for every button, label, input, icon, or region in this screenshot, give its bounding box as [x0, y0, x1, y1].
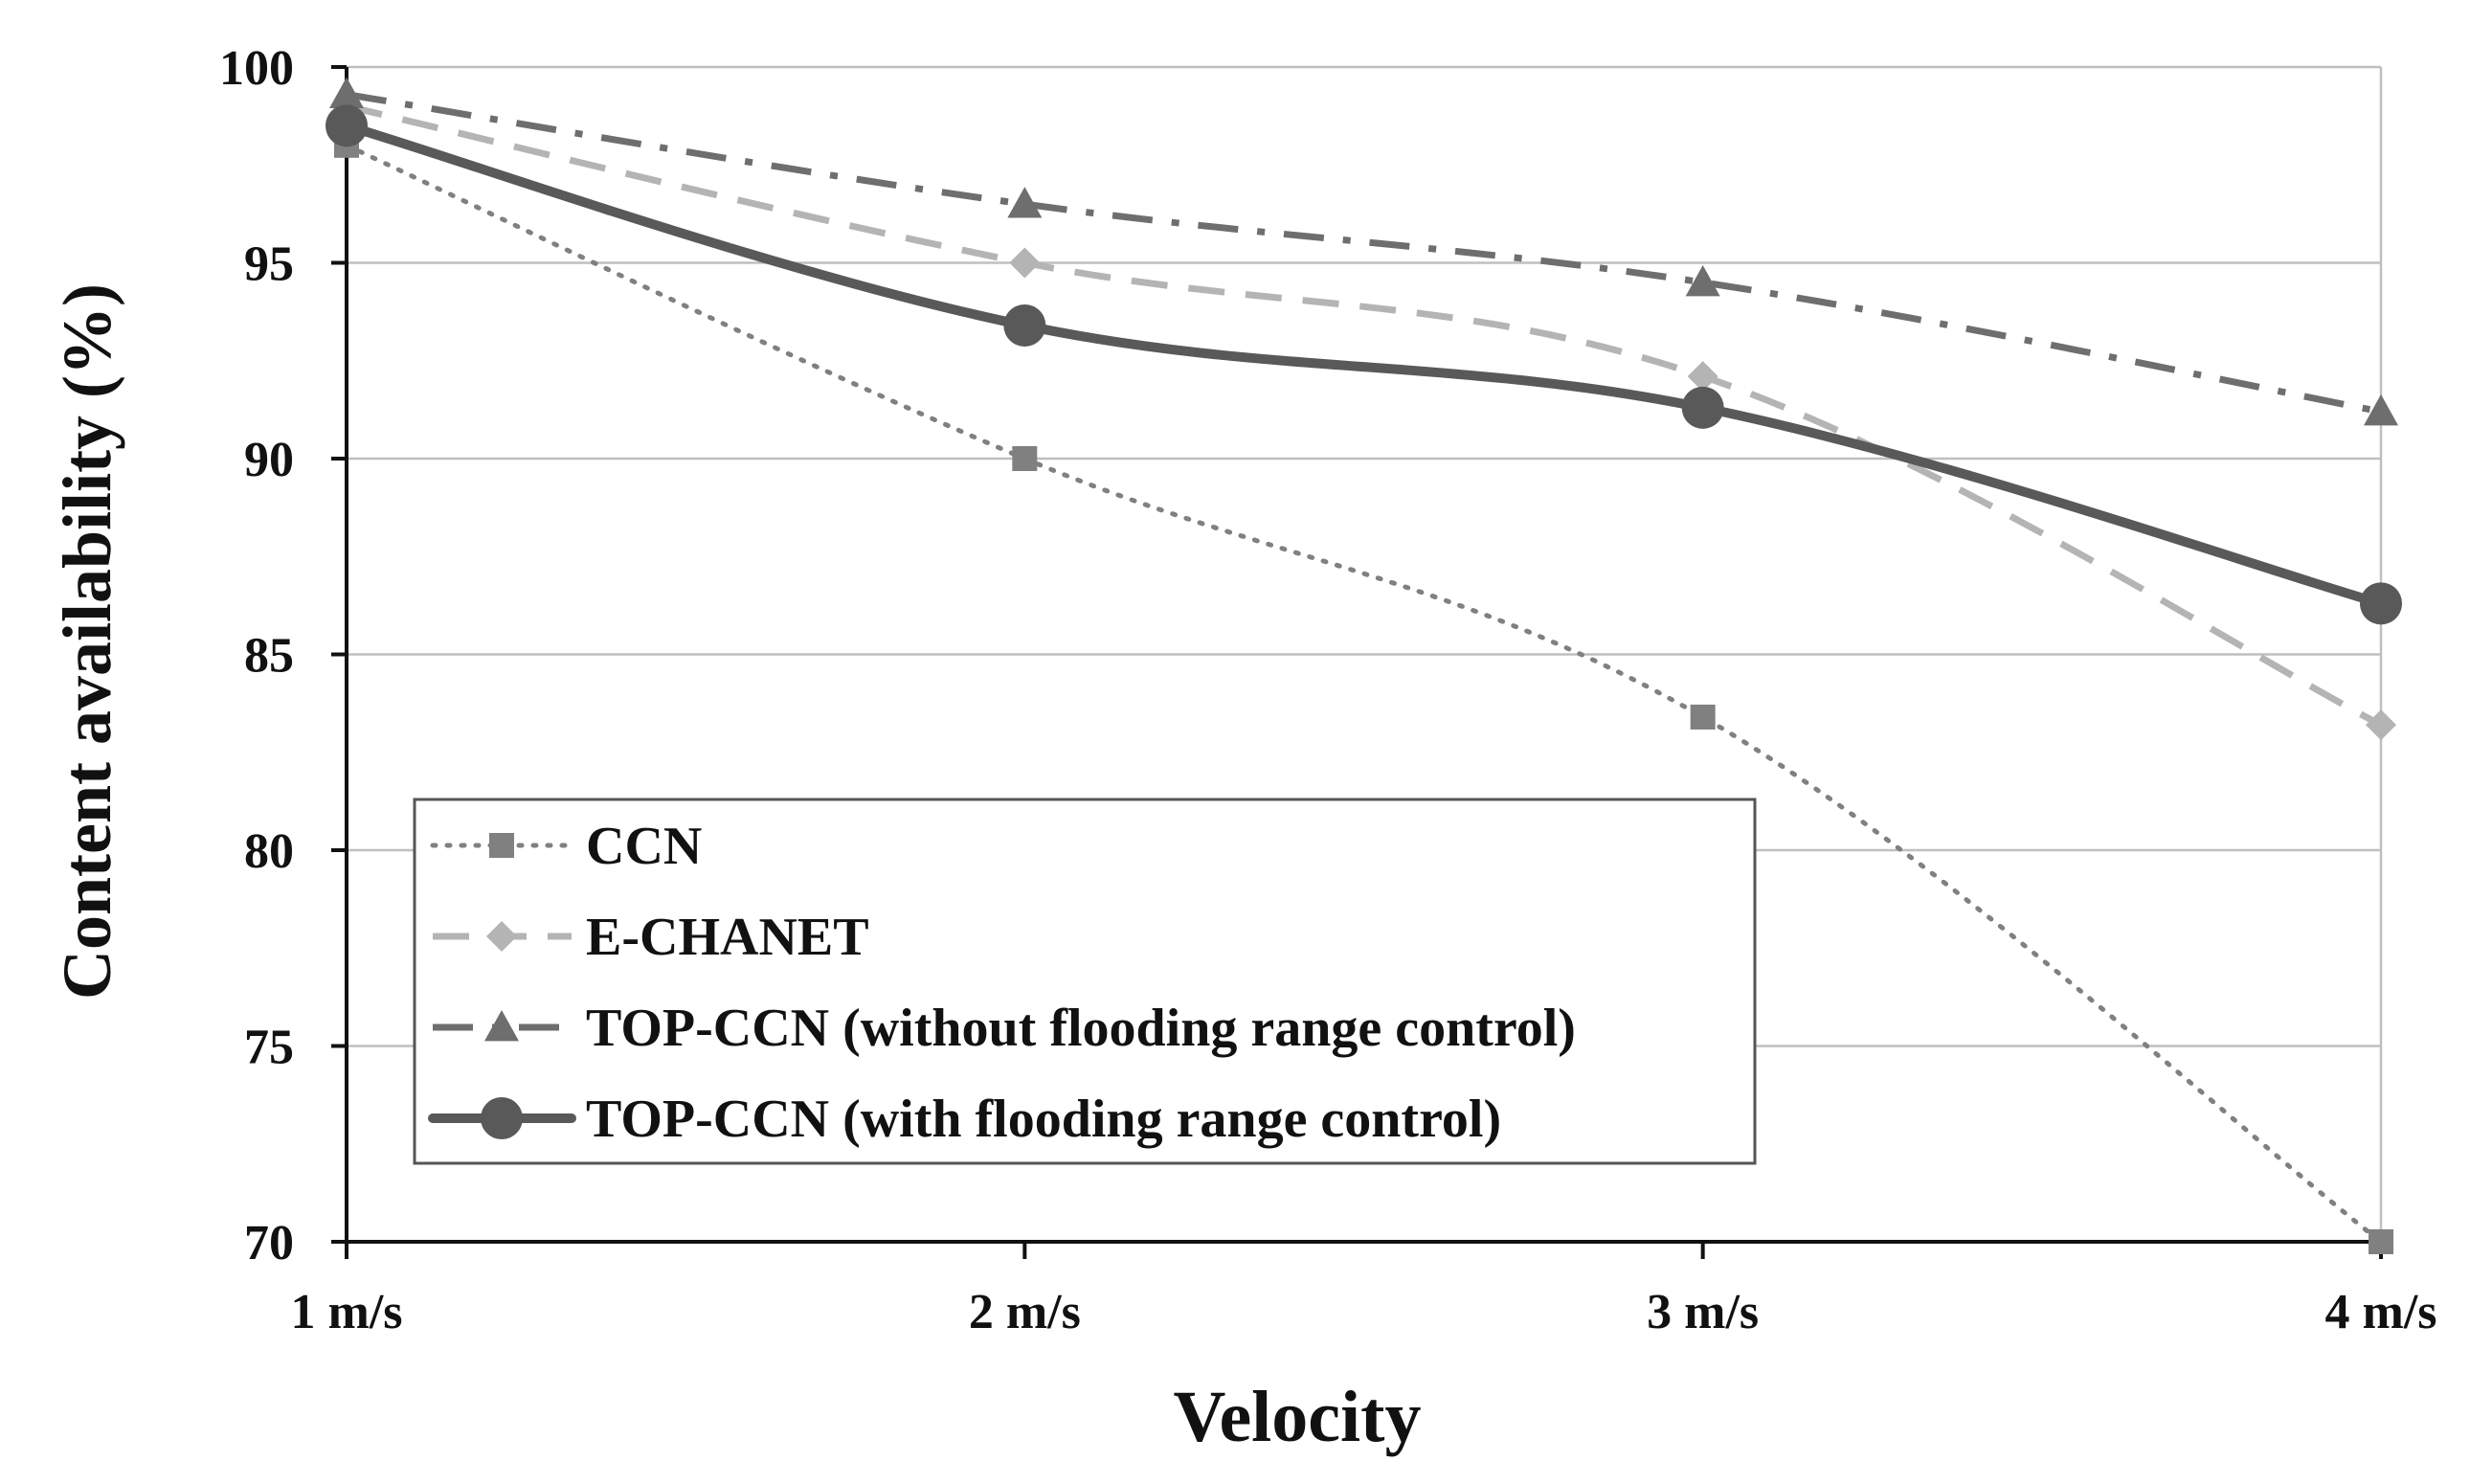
series-3-point-2 [1007, 187, 1043, 218]
legend-marker-1 [489, 833, 514, 858]
legend-box [413, 798, 1757, 1165]
series-1 [334, 132, 2393, 1254]
series-4-line [342, 121, 2386, 609]
series-4-point-2 [1003, 304, 1046, 347]
x-tick-label-1: 1 m/s [291, 1285, 403, 1339]
legend-label-1: CCN [586, 817, 702, 876]
series-2 [331, 90, 2396, 741]
legend-marker-4 [481, 1097, 523, 1139]
y-tick-label-80: 80 [244, 824, 294, 879]
legend-label-3: TOP-CCN (without flooding range control) [586, 999, 1576, 1058]
series-4-point-3 [1681, 386, 1724, 429]
y-tick-label-90: 90 [244, 433, 294, 487]
series-3-line [346, 91, 2382, 416]
x-tick-label-4: 4 m/s [2325, 1285, 2437, 1339]
series-2-line [346, 102, 2383, 729]
y-tick-label-95: 95 [244, 237, 294, 292]
series-3 [329, 77, 2398, 426]
legend-label-2: E-CHANET [586, 908, 869, 967]
y-tick-label-70: 70 [244, 1216, 294, 1270]
series-3-point-1 [329, 77, 364, 109]
legend-marker-2 [486, 921, 517, 952]
x-axis-title: Velocity [1174, 1377, 1422, 1457]
x-tick-label-3: 3 m/s [1647, 1285, 1759, 1339]
series-4 [326, 104, 2402, 625]
series-4-point-4 [2360, 582, 2402, 625]
y-tick-label-85: 85 [244, 629, 294, 684]
series-2-point-2 [1009, 247, 1041, 279]
series-lines [326, 77, 2402, 1254]
x-tick-label-2: 2 m/s [969, 1285, 1081, 1339]
series-1-point-4 [2369, 1229, 2393, 1254]
series-2-point-3 [1687, 361, 1718, 393]
y-axis-title: Content availability (%) [49, 283, 125, 1000]
y-tick-label-75: 75 [244, 1021, 294, 1075]
series-3-point-4 [2364, 393, 2398, 426]
series-4-point-1 [326, 104, 368, 147]
legend-marker-3 [484, 1010, 519, 1042]
series-2-point-4 [2366, 709, 2396, 741]
series-1-line [344, 143, 2384, 1245]
axes: 70 75 80 85 90 95 100 1 m/s 2 m/s 3 m/s 4 m/s [219, 41, 2437, 1339]
series-3-point-3 [1685, 264, 1720, 297]
series-1-point-2 [1012, 446, 1038, 471]
y-tick-label-100: 100 [219, 41, 294, 96]
series-1-point-3 [1690, 704, 1716, 730]
legend-label-4: TOP-CCN (with flooding range control) [586, 1090, 1501, 1149]
legend: CCN E-CHANET TOP-CCN (without flooding ran… [413, 798, 1757, 1165]
